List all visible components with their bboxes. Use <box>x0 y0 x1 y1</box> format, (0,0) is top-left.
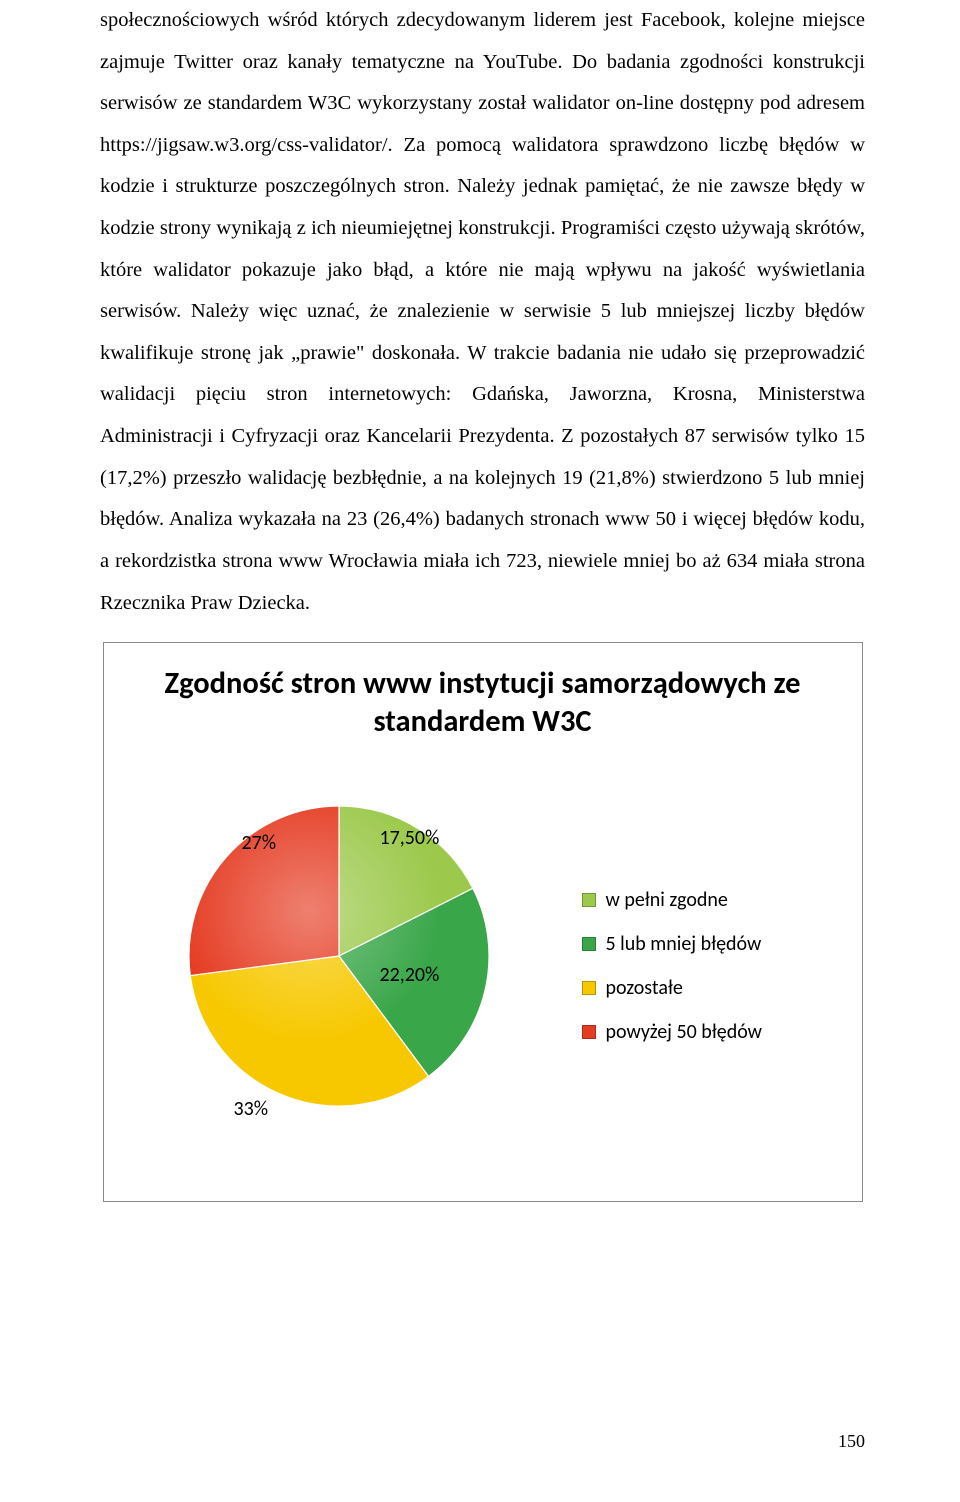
chart-title: Zgodność stron www instytucji samorządow… <box>124 665 842 741</box>
legend-item: powyżej 50 błędów <box>582 1020 842 1044</box>
pie-slice-label: 22,20% <box>380 963 440 987</box>
legend-label: pozostałe <box>606 976 683 1000</box>
legend-swatch <box>582 937 596 951</box>
page-number: 150 <box>838 1431 865 1452</box>
pie-slice-label: 33% <box>234 1097 269 1121</box>
pie-slice-label: 27% <box>242 831 277 855</box>
pie-wrap: 17,50% 22,20% 33% 27% <box>124 781 554 1151</box>
legend-label: 5 lub mniej błędów <box>606 932 762 956</box>
legend-label: w pełni zgodne <box>606 888 728 912</box>
chart-body: 17,50% 22,20% 33% 27% w pełni zgodne 5 lub m… <box>124 781 842 1151</box>
body-paragraph: społecznościowych wśród których zdecydow… <box>100 0 865 624</box>
legend-item: 5 lub mniej błędów <box>582 932 842 956</box>
legend-item: w pełni zgodne <box>582 888 842 912</box>
chart-legend: w pełni zgodne 5 lub mniej błędów pozostał… <box>554 868 842 1064</box>
legend-swatch <box>582 893 596 907</box>
legend-swatch <box>582 981 596 995</box>
legend-item: pozostałe <box>582 976 842 1000</box>
pie-chart <box>124 781 554 1151</box>
legend-swatch <box>582 1025 596 1039</box>
pie-slice-label: 17,50% <box>380 826 440 850</box>
chart-figure: Zgodność stron www instytucji samorządow… <box>103 642 863 1202</box>
legend-label: powyżej 50 błędów <box>606 1020 762 1044</box>
